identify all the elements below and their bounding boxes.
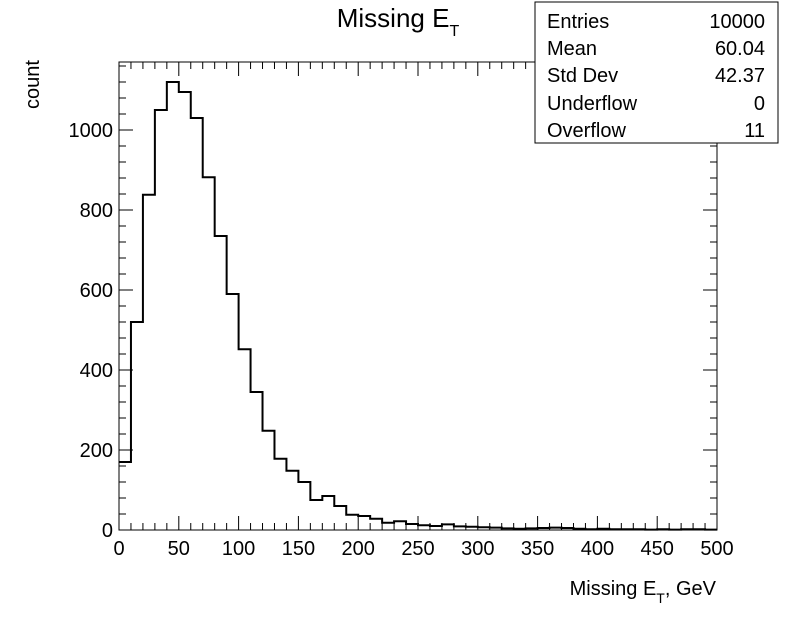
x-tick-label: 200 [342,538,375,560]
stats-entries-label: Entries [547,11,609,33]
stats-stddev-value: 42.37 [715,65,765,87]
x-tick-label: 350 [521,538,554,560]
stats-box-frame [534,1,779,144]
y-tick-label: 800 [80,200,113,222]
stats-overflow-value: 11 [744,120,765,142]
stats-entries-value: 10000 [709,11,765,33]
histogram-outline [119,81,717,531]
x-tick-label: 450 [641,538,674,560]
y-tick-label: 1000 [69,120,114,142]
stats-underflow-value: 0 [754,93,765,115]
x-axis-label: Missing ET, GeV [570,578,717,606]
stats-underflow-label: Underflow [547,93,638,115]
y-axis-label: count [22,60,44,109]
chart-title: Missing ET [337,3,460,40]
y-tick-label: 0 [102,520,113,542]
x-axis-label-main: Missing E [570,578,657,600]
x-axis-label-subscript: T [656,590,665,606]
x-tick-label: 300 [461,538,494,560]
x-tick-label: 500 [700,538,733,560]
x-tick-label: 150 [282,538,315,560]
x-tick-label: 100 [222,538,255,560]
x-tick-label: 250 [401,538,434,560]
x-axis-label-suffix: , GeV [665,578,717,600]
stats-mean-label: Mean [547,38,597,60]
stats-overflow-label: Overflow [547,120,626,142]
y-tick-label: 200 [80,440,113,462]
x-tick-label: 400 [581,538,614,560]
stats-stddev-label: Std Dev [547,65,618,87]
x-tick-label: 50 [168,538,190,560]
x-tick-label: 0 [113,538,124,560]
stats-box: Entries 10000 Mean 60.04 Std Dev 42.37 U… [534,1,779,144]
y-tick-label: 400 [80,360,113,382]
chart-title-subscript: T [449,23,459,40]
stats-mean-value: 60.04 [715,38,765,60]
y-tick-label: 600 [80,280,113,302]
axis-tick-labels: 0 50 100 150 200 250 300 350 400 450 500 0 200 400 600… [69,120,734,560]
chart-title-main: Missing E [337,3,450,33]
